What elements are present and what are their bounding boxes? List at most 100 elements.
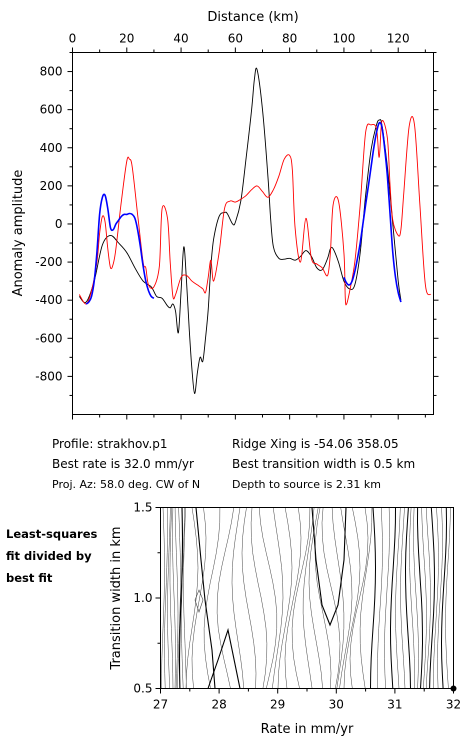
rate-tick-label: 29: [270, 698, 285, 712]
rate-tick-label: 31: [387, 698, 402, 712]
contour-lines: [161, 507, 451, 689]
top-x-tick-label: 80: [282, 32, 297, 46]
rate-tick-label: 27: [153, 698, 168, 712]
observed-anomaly-line: [78, 67, 402, 394]
fit-segment-right-line: [343, 121, 402, 303]
top-x-tick-label: 100: [332, 32, 355, 46]
top-x-axis-label: Distance (km): [207, 10, 298, 25]
y-tick-label: -400: [35, 293, 62, 307]
contour-line: [413, 507, 419, 689]
width-tick-label: 0.5: [133, 682, 152, 696]
contour-line: [321, 507, 341, 689]
contour-line: [203, 507, 221, 689]
misfit-contour-chart: 27 28 29 30 31 32 0.5 1.0 1.5 Rate in mm/yr Tran…: [109, 501, 461, 738]
best-transition-label: Best transition width is 0.5 km: [232, 457, 416, 471]
ridge-crossing-label: Ridge Xing is -54.06 358.05: [232, 437, 399, 451]
contour-line: [359, 507, 373, 689]
top-chart-series: [78, 67, 432, 394]
depth-to-source-label: Depth to source is 2.31 km: [232, 478, 381, 491]
contour-line: [216, 507, 235, 689]
contour-line: [445, 507, 451, 689]
contour-line: [231, 507, 244, 689]
contour-line: [370, 507, 377, 689]
contour-description-line-3: best fit: [6, 571, 53, 585]
rate-tick-label: 30: [329, 698, 344, 712]
contour-description: Least-squares fit divided by best fit: [6, 523, 126, 589]
y-tick-label: -600: [35, 331, 62, 345]
contour-line: [181, 507, 185, 689]
top-x-tick-label: 0: [69, 32, 77, 46]
contour-line: [437, 507, 443, 689]
model-anomaly-line: [78, 116, 432, 306]
best-rate-label: Best rate is 32.0 mm/yr: [52, 457, 194, 471]
contour-line: [308, 507, 323, 689]
top-x-tick-label: 20: [119, 32, 134, 46]
y-tick-label: 400: [40, 141, 63, 155]
contour-line: [178, 507, 184, 689]
contour-line: [425, 507, 431, 689]
contour-line: [177, 507, 181, 689]
contour-line: [169, 507, 174, 689]
top-x-tick-label: 120: [387, 32, 410, 46]
width-tick-label: 1.5: [133, 501, 152, 515]
contour-line: [183, 507, 187, 689]
contour-line: [377, 507, 383, 689]
contour-line: [284, 507, 302, 689]
contour-description-line-1: Least-squares: [6, 527, 98, 541]
contour-line: [384, 507, 390, 689]
contour-line-bold: [311, 507, 347, 627]
top-x-tick-label: 60: [228, 32, 243, 46]
profile-label: Profile: strakhov.p1: [52, 437, 168, 451]
fit-segment-left-line: [85, 193, 155, 305]
contour-line: [389, 507, 396, 689]
projection-azimuth-label: Proj. Az: 58.0 deg. CW of N: [52, 478, 201, 491]
y-tick-label: 0: [55, 217, 63, 231]
best-fit-marker: [450, 685, 457, 692]
y-tick-label: 200: [40, 179, 63, 193]
contour-line: [167, 507, 171, 689]
contour-line: [400, 507, 406, 689]
contour-line-bold: [195, 507, 216, 689]
contour-line: [174, 507, 179, 689]
contour-line: [404, 507, 411, 689]
width-tick-label: 1.0: [133, 591, 152, 605]
contour-line: [421, 507, 427, 689]
contour-line: [291, 507, 311, 689]
top-x-tick-label: 40: [173, 32, 188, 46]
contour-line: [343, 507, 361, 689]
bottom-x-axis-label: Rate in mm/yr: [261, 722, 354, 737]
y-tick-label: 800: [40, 65, 63, 79]
contour-line: [185, 507, 199, 689]
contour-line: [409, 507, 415, 689]
bottom-y-axis-label: Transition width in km: [109, 526, 124, 670]
y-tick-label: -200: [35, 255, 62, 269]
contour-line: [440, 507, 448, 689]
contour-line: [433, 507, 439, 689]
rate-tick-label: 28: [211, 698, 226, 712]
contour-line: [277, 507, 293, 689]
y-tick-label: -800: [35, 369, 62, 383]
top-chart-ticks: 0 20 40 60 80 100 120 -800 -600 -400 -200 0 200 400 60…: [35, 32, 439, 420]
contour-line: [302, 507, 315, 689]
contour-line: [241, 507, 257, 689]
contour-line: [349, 507, 369, 689]
contour-line-bold: [207, 627, 241, 689]
contour-line: [191, 507, 207, 689]
contour-line: [272, 507, 284, 689]
contour-line: [258, 507, 278, 689]
contour-line: [172, 507, 176, 689]
top-plot-frame: [72, 52, 434, 415]
contour-line: [395, 507, 401, 689]
contour-line: [164, 507, 168, 689]
top-y-axis-label: Anomaly amplitude: [11, 170, 26, 297]
contour-closed-loop: [194, 589, 204, 613]
bottom-chart-ticks: 27 28 29 30 31 32 0.5 1.0 1.5: [133, 501, 461, 712]
contour-line: [429, 507, 436, 689]
contour-line: [339, 507, 353, 689]
contour-line: [250, 507, 268, 689]
contour-description-line-2: fit divided by: [6, 549, 92, 563]
contour-line: [161, 507, 165, 689]
y-tick-label: 600: [40, 103, 63, 117]
rate-tick-label: 32: [446, 698, 461, 712]
